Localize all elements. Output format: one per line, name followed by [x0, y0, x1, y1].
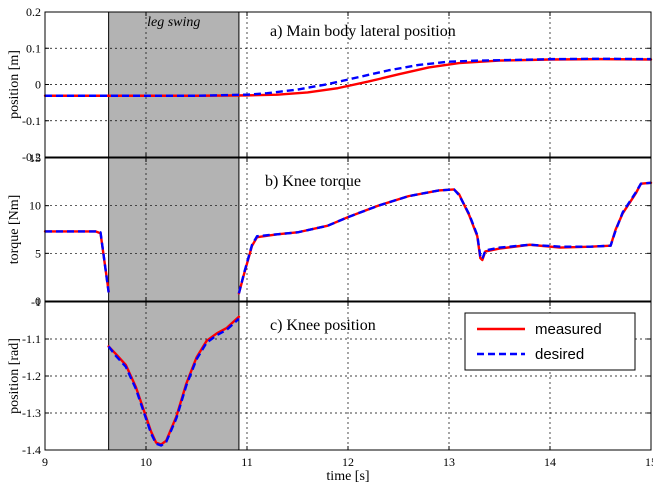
- series-desired-c: [107, 317, 240, 447]
- y-tick-label-b: 15: [29, 151, 41, 165]
- y-tick-label-b: 5: [35, 246, 41, 260]
- y-tick-label-c: -1.1: [22, 332, 41, 346]
- leg-swing-region-b: [108, 157, 240, 302]
- series-desired-b: [45, 181, 652, 294]
- y-axis-label-a: position [m]: [7, 50, 22, 119]
- y-tick-label-a: -0.2: [22, 150, 41, 164]
- x-tick-label: 15: [645, 455, 653, 469]
- text-layer: -0.2 -0.1 0 0.1 0.2 a) Main body lateral posi…: [7, 5, 653, 484]
- leg-swing-region-a: [108, 11, 240, 158]
- y-tick-label-a: -0.1: [22, 114, 41, 128]
- x-tick-label: 12: [342, 455, 354, 469]
- x-tick-label: 10: [140, 455, 152, 469]
- y-tick-label-c: -1.4: [22, 443, 41, 457]
- legend-label-measured: measured: [535, 321, 602, 338]
- y-tick-label-a: 0.1: [26, 41, 41, 55]
- legend-label-desired: desired: [535, 346, 584, 363]
- leg-swing-region-c: [108, 301, 240, 451]
- x-tick-label: 13: [443, 455, 455, 469]
- leg-swing-label: leg swing: [147, 15, 200, 30]
- x-tick-label: 9: [42, 455, 48, 469]
- y-tick-label-c: -1: [31, 295, 41, 309]
- series-desired-a: [45, 57, 652, 97]
- series-layer: [43, 57, 653, 447]
- x-tick-label: 14: [544, 455, 556, 469]
- panel-frame-b: [44, 157, 652, 302]
- panel-title-b: b) Knee torque: [265, 173, 361, 190]
- x-tick-label: 11: [241, 455, 253, 469]
- panel-title-c: c) Knee position: [270, 317, 376, 334]
- frame-layer: [44, 11, 652, 451]
- panel-title-a: a) Main body lateral position: [270, 23, 456, 40]
- legend-box: [464, 312, 636, 371]
- panel-frame-c: [44, 301, 652, 451]
- y-axis-label-c: position [rad]: [7, 338, 22, 414]
- legend: measured desired: [464, 312, 636, 371]
- x-axis-label: time [s]: [326, 469, 369, 484]
- panel-frame-a: [44, 11, 652, 158]
- y-tick-label-a: 0.2: [26, 5, 41, 19]
- y-tick-label-b: 10: [29, 199, 41, 213]
- y-tick-label-c: -1.3: [22, 406, 41, 420]
- y-tick-label-b: 0: [35, 294, 41, 308]
- y-axis-label-b: torque [Nm]: [7, 195, 22, 265]
- y-tick-label-c: -1.2: [22, 369, 41, 383]
- y-tick-label-a: 0: [35, 78, 41, 92]
- shade-layer: [108, 11, 240, 451]
